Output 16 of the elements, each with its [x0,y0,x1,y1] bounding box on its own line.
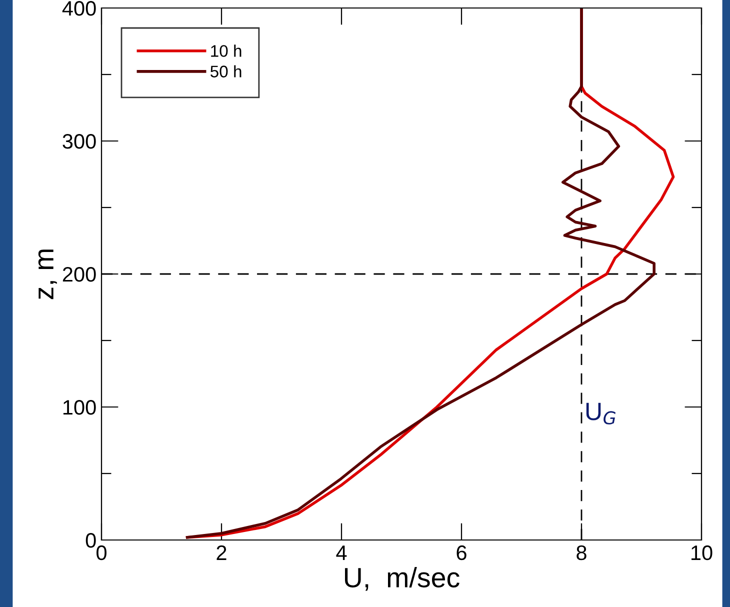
annotation: U$_{G}$ [586,402,616,424]
x-tick-label: 6 [456,545,466,560]
y-tick-label: 400 [62,1,96,16]
x-tick-label: 2 [216,545,226,560]
y-tick-label: 300 [62,134,96,149]
x-tick-label: 0 [96,545,106,560]
y-tick-label: 0 [86,533,96,548]
x-axis-title: U, m/sec [345,567,460,591]
y-tick-label: 200 [62,267,96,282]
y-tick-label: 100 [63,400,96,415]
legend-label: 10 h [211,44,242,57]
y-axis-title: z, m [38,250,57,300]
x-tick-label: 10 [692,545,712,560]
legend-label: 50 h [210,65,242,78]
x-tick-label: 8 [576,545,586,560]
x-tick-label: 4 [336,546,347,560]
